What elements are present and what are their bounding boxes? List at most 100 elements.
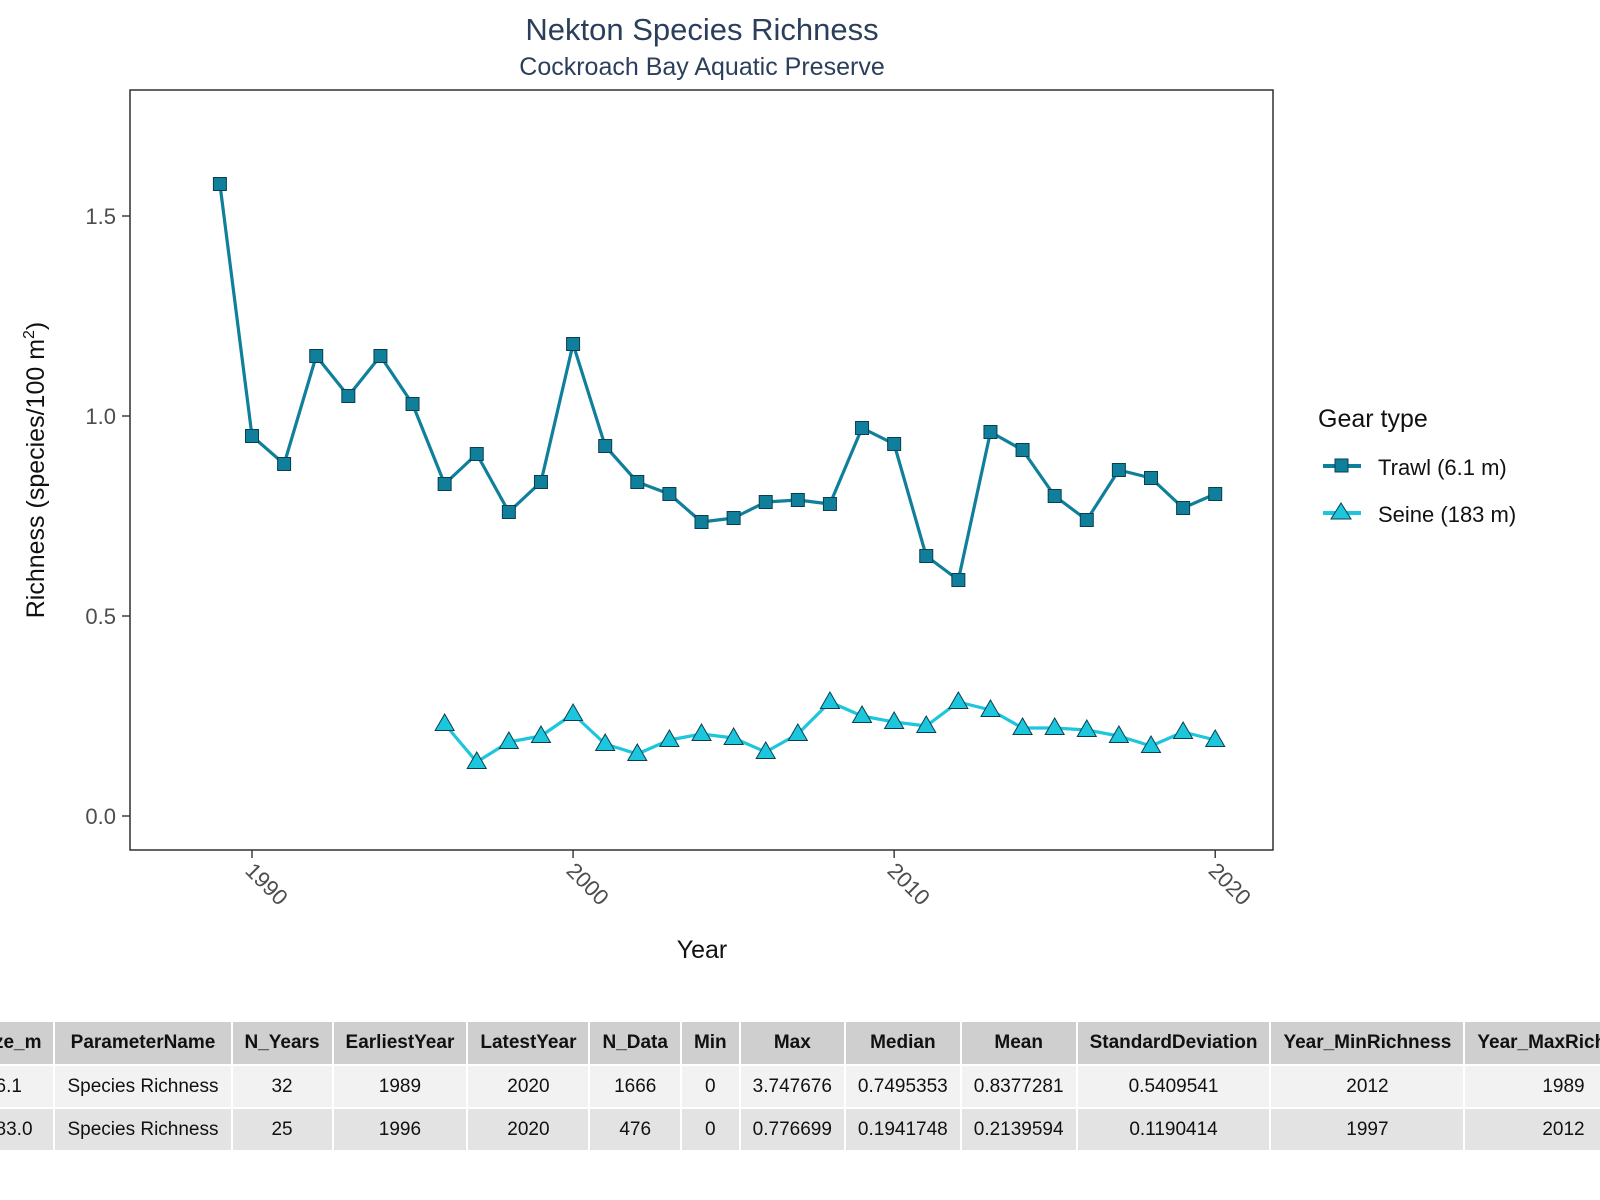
data-point-trawl xyxy=(533,475,548,489)
x-axis-label: Year xyxy=(677,936,728,964)
legend-seine-triangle-icon xyxy=(1330,502,1352,520)
data-point-seine xyxy=(594,732,616,751)
table-header-row: Size_mParameterNameN_YearsEarliestYearLa… xyxy=(0,1022,1600,1064)
legend: Gear type Trawl (6.1 m) Seine (183 m) xyxy=(1318,405,1516,527)
data-point-trawl xyxy=(1143,471,1158,485)
data-point-trawl xyxy=(341,389,356,403)
table-cell: 183.0 xyxy=(0,1109,54,1150)
data-point-trawl xyxy=(919,549,934,563)
table-cell: 0 xyxy=(681,1066,739,1107)
column-header: StandardDeviation xyxy=(1077,1022,1270,1064)
data-point-trawl xyxy=(630,475,645,489)
data-point-seine xyxy=(626,742,648,761)
y-tick-label: 1.5 xyxy=(85,204,116,229)
column-header: Min xyxy=(681,1022,739,1064)
data-point-seine xyxy=(530,724,552,743)
data-point-trawl xyxy=(1111,463,1126,477)
data-point-trawl xyxy=(822,497,837,511)
data-point-trawl xyxy=(1047,489,1062,503)
data-point-trawl xyxy=(437,477,452,491)
table-cell: 1996 xyxy=(333,1109,467,1150)
data-point-trawl xyxy=(245,429,260,443)
table-cell: 0.7495353 xyxy=(845,1066,960,1107)
data-point-seine xyxy=(1204,728,1226,747)
y-tick-label: 0.0 xyxy=(85,804,116,829)
table-cell: 2012 xyxy=(1271,1066,1464,1107)
series-layer xyxy=(212,177,1226,769)
data-point-trawl xyxy=(598,439,613,453)
table-cell: 2020 xyxy=(468,1109,589,1150)
column-header: N_Years xyxy=(232,1022,332,1064)
data-point-trawl xyxy=(212,177,227,191)
data-point-trawl xyxy=(309,349,324,363)
data-point-trawl xyxy=(983,425,998,439)
table-cell: 0 xyxy=(681,1109,739,1150)
data-point-trawl xyxy=(1079,513,1094,527)
data-point-trawl xyxy=(662,487,677,501)
y-tick-label: 0.5 xyxy=(85,604,116,629)
table-cell: Species Richness xyxy=(55,1066,231,1107)
data-point-seine xyxy=(498,730,520,749)
summary-table: Size_mParameterNameN_YearsEarliestYearLa… xyxy=(0,1020,1600,1152)
data-point-trawl xyxy=(790,493,805,507)
table-cell: 1989 xyxy=(333,1066,467,1107)
table-cell: 0.776699 xyxy=(740,1109,844,1150)
column-header: Size_m xyxy=(0,1022,54,1064)
y-axis-label-main: Richness (species/100 m xyxy=(22,339,50,618)
data-point-seine xyxy=(1076,718,1098,737)
table-body: 6.1 Species Richness 32 1989 2020 1666 0 3.7476… xyxy=(0,1066,1600,1150)
data-point-seine xyxy=(1140,734,1162,753)
data-point-seine xyxy=(1012,716,1033,735)
data-point-trawl xyxy=(951,573,966,587)
x-tick-label: 2010 xyxy=(883,858,935,910)
table-cell: 0.5409541 xyxy=(1077,1066,1270,1107)
data-point-trawl xyxy=(277,457,292,471)
data-point-seine xyxy=(723,726,744,745)
table-cell: Species Richness xyxy=(55,1109,231,1150)
table-cell: 1989 xyxy=(1465,1066,1600,1107)
legend-item-seine: Seine (183 m) xyxy=(1323,502,1516,527)
data-point-seine xyxy=(947,690,969,709)
data-point-trawl xyxy=(855,421,870,435)
data-point-trawl xyxy=(373,349,388,363)
column-header: N_Data xyxy=(590,1022,680,1064)
table-cell: 2020 xyxy=(468,1066,589,1107)
y-axis-label-end: ) xyxy=(22,322,50,330)
column-header: LatestYear xyxy=(468,1022,589,1064)
column-header: Median xyxy=(845,1022,960,1064)
data-point-seine xyxy=(851,704,873,723)
data-point-seine xyxy=(466,750,488,769)
column-header: Year_MinRichness xyxy=(1271,1022,1464,1064)
table-cell: 0.2139594 xyxy=(961,1109,1076,1150)
data-point-seine xyxy=(434,712,456,731)
table-cell: 6.1 xyxy=(0,1066,54,1107)
column-header: EarliestYear xyxy=(333,1022,467,1064)
data-point-seine xyxy=(1108,724,1130,743)
table-cell: 1666 xyxy=(590,1066,680,1107)
legend-seine-label: Seine (183 m) xyxy=(1378,502,1516,527)
data-point-seine xyxy=(1172,720,1194,739)
data-point-seine xyxy=(787,722,809,741)
legend-trawl-square-icon xyxy=(1334,458,1349,473)
data-point-seine xyxy=(915,714,937,733)
table-cell: 0.8377281 xyxy=(961,1066,1076,1107)
table-row: 6.1 Species Richness 32 1989 2020 1666 0 3.7476… xyxy=(0,1066,1600,1107)
data-point-seine xyxy=(883,710,905,729)
table-cell: 0.1941748 xyxy=(845,1109,960,1150)
data-point-seine xyxy=(755,740,777,759)
data-point-seine xyxy=(659,728,680,747)
data-point-trawl xyxy=(501,505,516,519)
table-cell: 3.747676 xyxy=(740,1066,844,1107)
column-header: Year_MaxRichness xyxy=(1465,1022,1600,1064)
data-point-trawl xyxy=(726,511,741,525)
x-tick-label: 2020 xyxy=(1204,858,1256,910)
y-tick-label: 1.0 xyxy=(85,404,116,429)
data-point-trawl xyxy=(1015,443,1030,457)
chart-title: Nekton Species Richness xyxy=(525,12,878,47)
series-seine xyxy=(434,690,1226,769)
legend-item-trawl: Trawl (6.1 m) xyxy=(1323,455,1507,480)
column-header: Mean xyxy=(961,1022,1076,1064)
table-cell: 32 xyxy=(232,1066,332,1107)
data-point-seine xyxy=(1044,716,1066,735)
